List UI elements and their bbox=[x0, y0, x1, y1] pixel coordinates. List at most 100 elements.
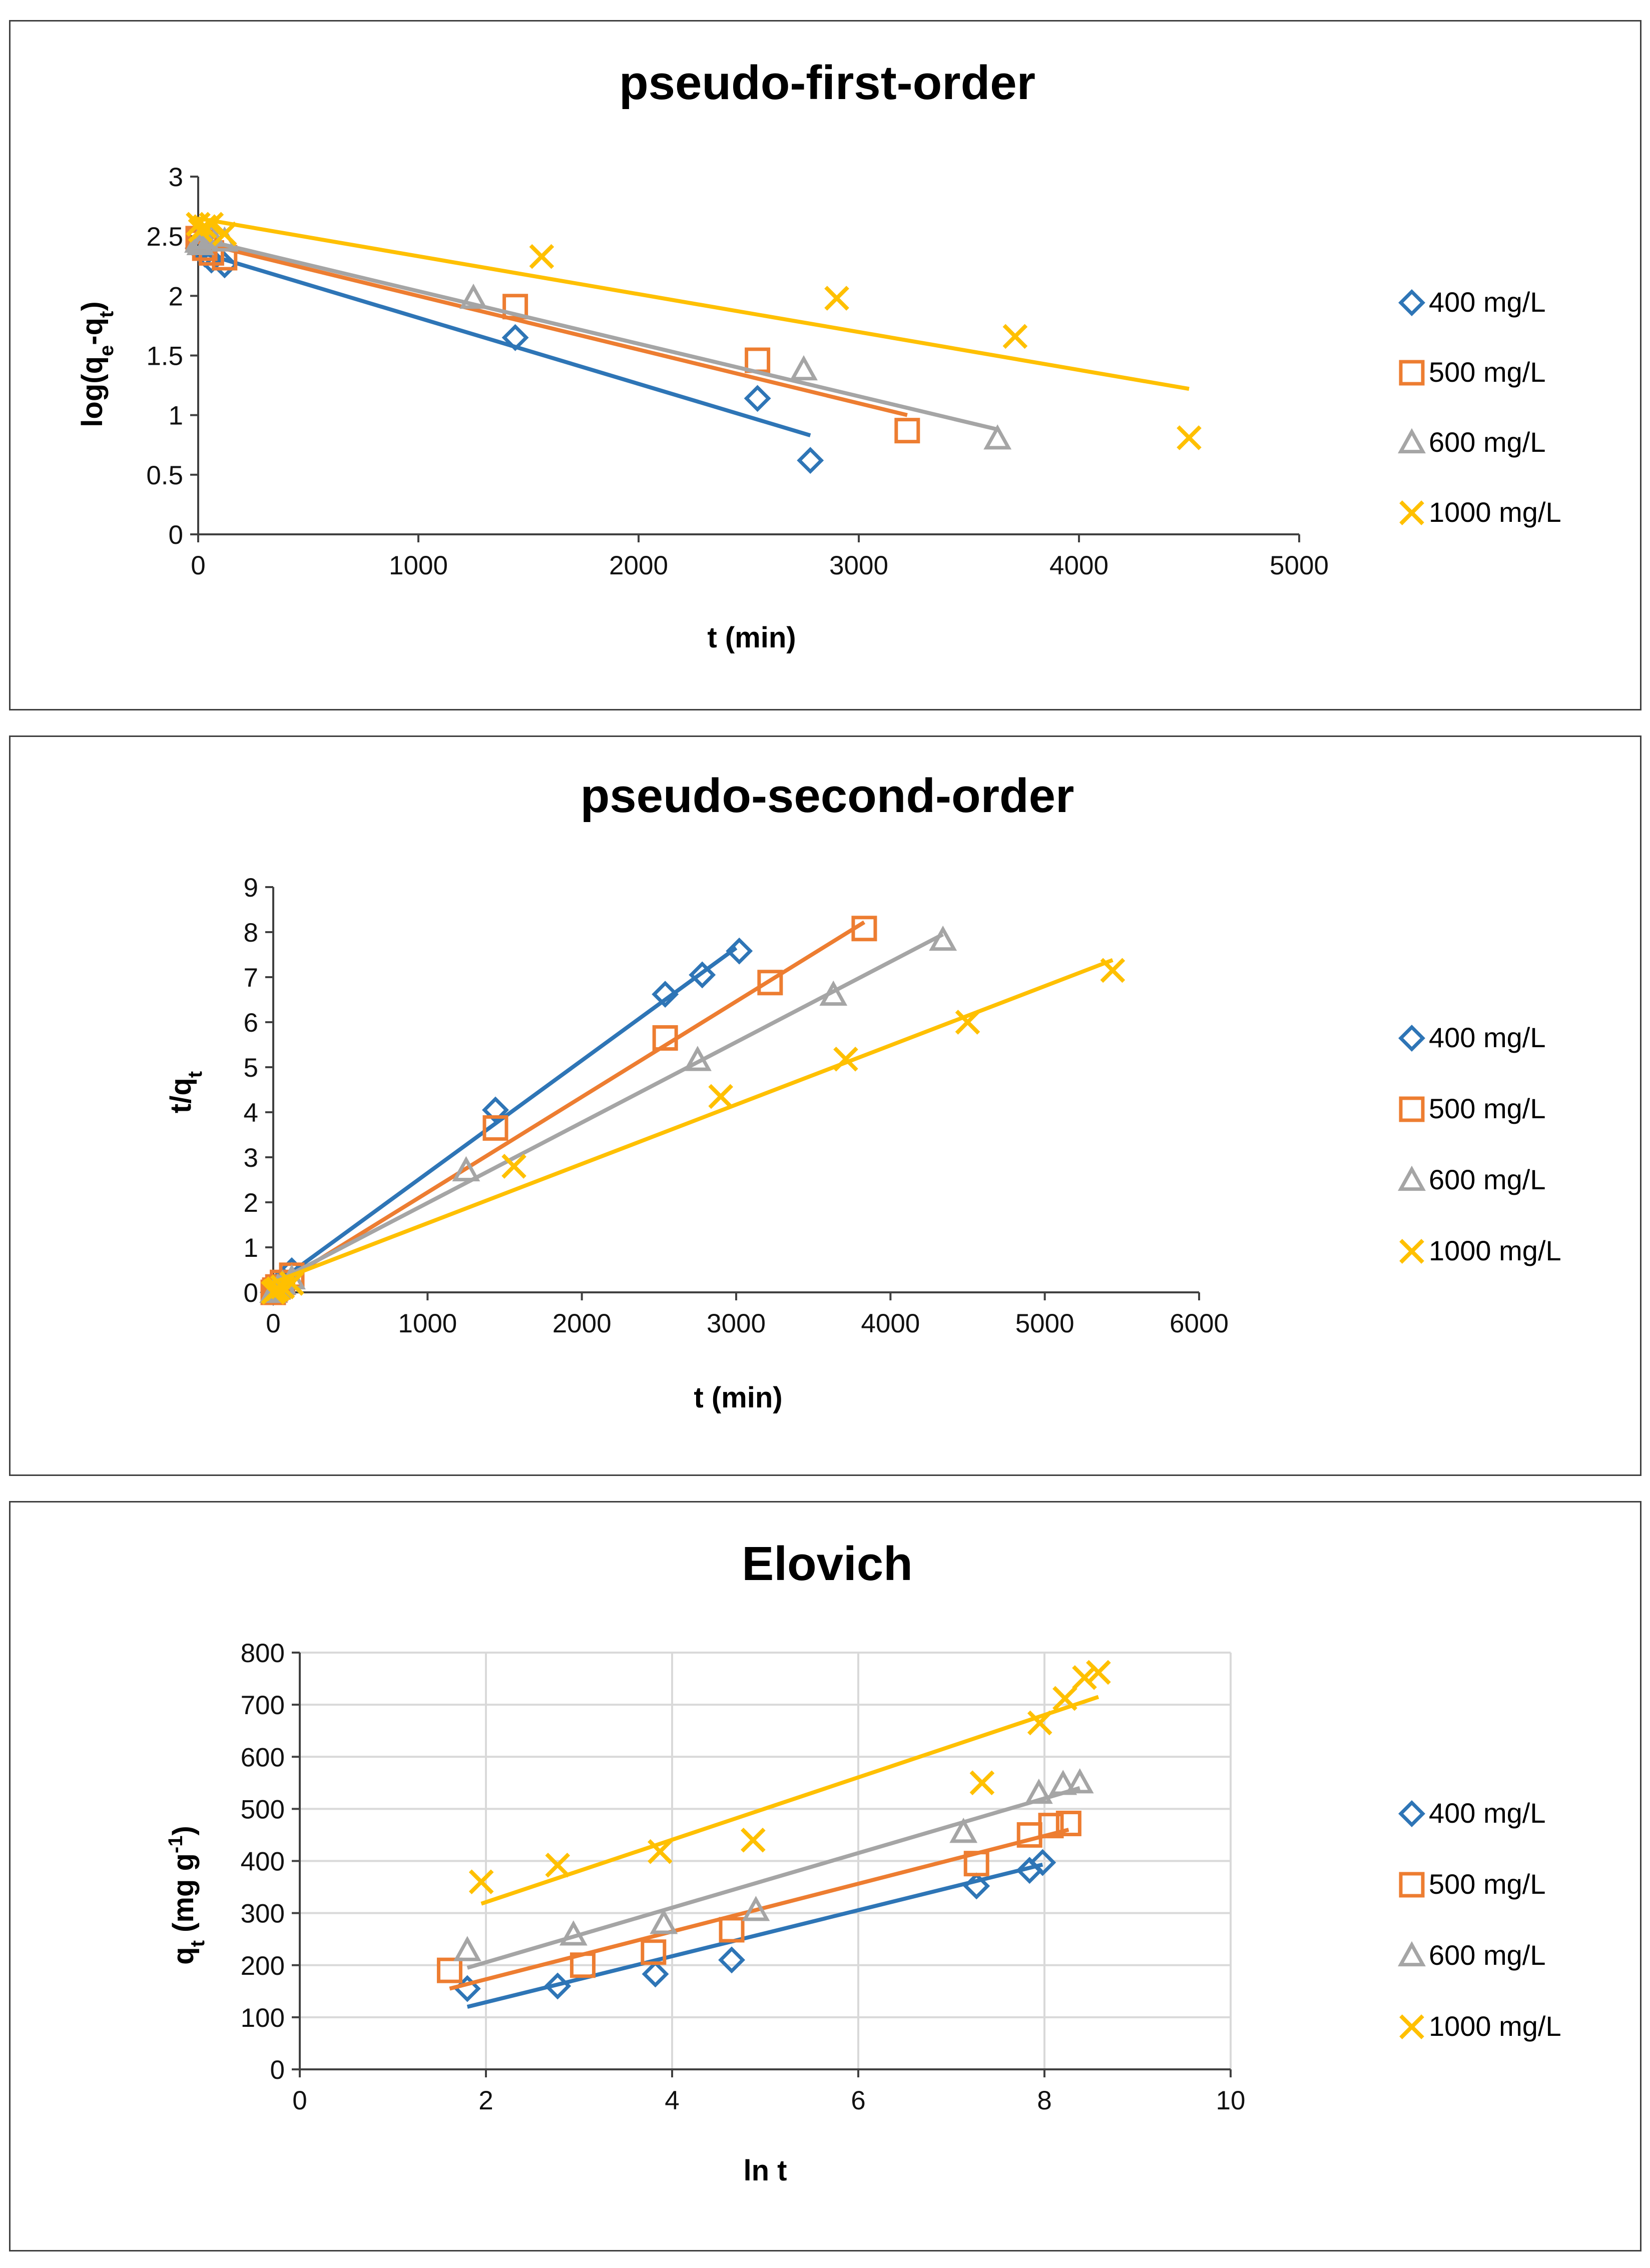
data-point-stroke-b bbox=[740, 1828, 766, 1853]
series-600-mg-L bbox=[453, 1768, 1094, 1970]
data-point bbox=[1038, 1813, 1064, 1839]
x-tick-label: 2 bbox=[478, 2086, 493, 2115]
legend-marker bbox=[1399, 500, 1424, 525]
data-point-stroke-b bbox=[199, 212, 224, 237]
x-tick-label: 1000 bbox=[398, 1309, 457, 1338]
legend-label: 600 mg/L bbox=[1429, 1939, 1546, 1971]
data-point bbox=[742, 1896, 770, 1921]
x-tick-label: 5000 bbox=[1270, 551, 1329, 580]
trendline bbox=[272, 920, 866, 1290]
data-point-stroke-b bbox=[1002, 324, 1028, 349]
y-axis-label: log(qe-qt) bbox=[76, 301, 118, 427]
legend-entry: 600 mg/L bbox=[1398, 1164, 1546, 1195]
data-point-stroke-b bbox=[955, 1010, 980, 1035]
data-point bbox=[797, 447, 824, 474]
y-tick-label: 1 bbox=[244, 1233, 258, 1263]
data-point bbox=[1055, 1811, 1081, 1837]
legend-label: 500 mg/L bbox=[1429, 1093, 1546, 1124]
data-point bbox=[894, 418, 920, 444]
legend-entry: 600 mg/L bbox=[1398, 426, 1546, 458]
y-tick-label: 9 bbox=[244, 873, 258, 903]
legend-marker bbox=[1399, 2014, 1424, 2039]
data-point bbox=[708, 1084, 733, 1109]
data-point bbox=[501, 1154, 526, 1179]
x-tick-label: 2000 bbox=[553, 1309, 612, 1338]
data-point-stroke-b bbox=[1100, 958, 1126, 983]
data-point-stroke-b bbox=[1086, 1660, 1111, 1685]
data-point bbox=[689, 961, 716, 989]
data-point bbox=[963, 1851, 989, 1877]
chart-panel-first-order: pseudo-first-order t (min) log(qe-qt) 0 1… bbox=[9, 20, 1641, 710]
data-point-stroke-b bbox=[647, 1839, 673, 1864]
y-tick-label: 500 bbox=[241, 1795, 285, 1824]
data-point bbox=[453, 1936, 481, 1961]
data-point bbox=[819, 980, 848, 1006]
y-tick-label: 200 bbox=[241, 1951, 285, 1981]
x-tick-label: 4000 bbox=[1049, 551, 1109, 580]
data-point bbox=[726, 937, 753, 965]
data-point bbox=[652, 981, 679, 1008]
x-tick-label: 0 bbox=[266, 1309, 280, 1338]
legend-entry: 1000 mg/L bbox=[1399, 1235, 1561, 1266]
data-point bbox=[482, 1096, 509, 1124]
series-1000-mg-L bbox=[186, 212, 1202, 450]
data-point bbox=[757, 970, 783, 996]
data-point bbox=[963, 1872, 990, 1900]
x-axis-label: t (min) bbox=[694, 1381, 782, 1414]
trendline bbox=[197, 250, 811, 438]
data-point-stroke-b bbox=[833, 1046, 858, 1072]
data-point-stroke-b bbox=[192, 214, 218, 239]
data-point bbox=[1052, 1686, 1077, 1711]
chart-title: pseudo-second-order bbox=[581, 769, 1074, 823]
legend-label: 500 mg/L bbox=[1429, 356, 1546, 388]
legend-marker bbox=[1398, 1025, 1425, 1052]
data-point bbox=[468, 1869, 494, 1894]
y-tick-label: 2 bbox=[244, 1188, 258, 1218]
legend-entry: 500 mg/L bbox=[1399, 1868, 1546, 1900]
data-point bbox=[1072, 1665, 1097, 1690]
y-tick-label: 3 bbox=[244, 1143, 258, 1173]
data-point bbox=[544, 1972, 572, 2000]
legend-marker bbox=[1399, 1239, 1424, 1264]
data-point bbox=[745, 347, 771, 373]
y-tick-label: 8 bbox=[244, 918, 258, 948]
chart-second-order: pseudo-second-order t (min) t/qt 0 1000 20… bbox=[165, 769, 1561, 1414]
y-tick-label: 600 bbox=[241, 1743, 285, 1772]
trendline bbox=[272, 958, 1114, 1284]
data-point bbox=[279, 1271, 304, 1296]
y-tick-label: 3 bbox=[169, 163, 183, 192]
data-point-stroke-b bbox=[1177, 425, 1202, 450]
legend-marker bbox=[1398, 428, 1426, 454]
y-tick-label: 300 bbox=[241, 1899, 285, 1929]
x-tick-label: 8 bbox=[1037, 2086, 1051, 2115]
data-point bbox=[1100, 958, 1126, 983]
chart-title: Elovich bbox=[742, 1537, 912, 1591]
x-axis-label: t (min) bbox=[707, 621, 796, 654]
data-point-stroke-b bbox=[1027, 1710, 1052, 1736]
y-tick-label: 400 bbox=[241, 1847, 285, 1877]
data-point bbox=[1002, 324, 1028, 349]
trendline bbox=[272, 932, 944, 1285]
series-500-mg-L bbox=[260, 916, 877, 1305]
legend-marker bbox=[1399, 360, 1425, 386]
y-tick-label: 700 bbox=[241, 1691, 285, 1720]
trendline bbox=[466, 1786, 1080, 1970]
data-point bbox=[824, 286, 849, 311]
legend-label: 500 mg/L bbox=[1429, 1868, 1546, 1900]
x-tick-label: 0 bbox=[292, 2086, 307, 2115]
chart-panel-elovich: Elovich ln t qt (mg g-1) 0 2 4 6 8 10 0 100 200 3… bbox=[9, 1501, 1641, 2251]
data-point bbox=[650, 1909, 678, 1934]
data-point bbox=[647, 1839, 673, 1864]
series-1000-mg-L bbox=[468, 1660, 1111, 1906]
legend-entry: 400 mg/L bbox=[1398, 1022, 1546, 1053]
y-tick-label: 800 bbox=[241, 1639, 285, 1668]
legend-marker-stroke-b bbox=[1399, 2014, 1424, 2039]
legend-entry: 500 mg/L bbox=[1399, 1093, 1546, 1124]
legend-label: 600 mg/L bbox=[1429, 1164, 1546, 1195]
chart-elovich: Elovich ln t qt (mg g-1) 0 2 4 6 8 1001002003… bbox=[165, 1537, 1561, 2187]
legend-marker bbox=[1398, 1800, 1425, 1827]
y-tick-label: 4 bbox=[244, 1098, 258, 1128]
y-tick-label: 5 bbox=[244, 1053, 258, 1083]
data-point-stroke-b bbox=[1052, 1686, 1077, 1711]
x-tick-label: 4 bbox=[665, 2086, 679, 2115]
